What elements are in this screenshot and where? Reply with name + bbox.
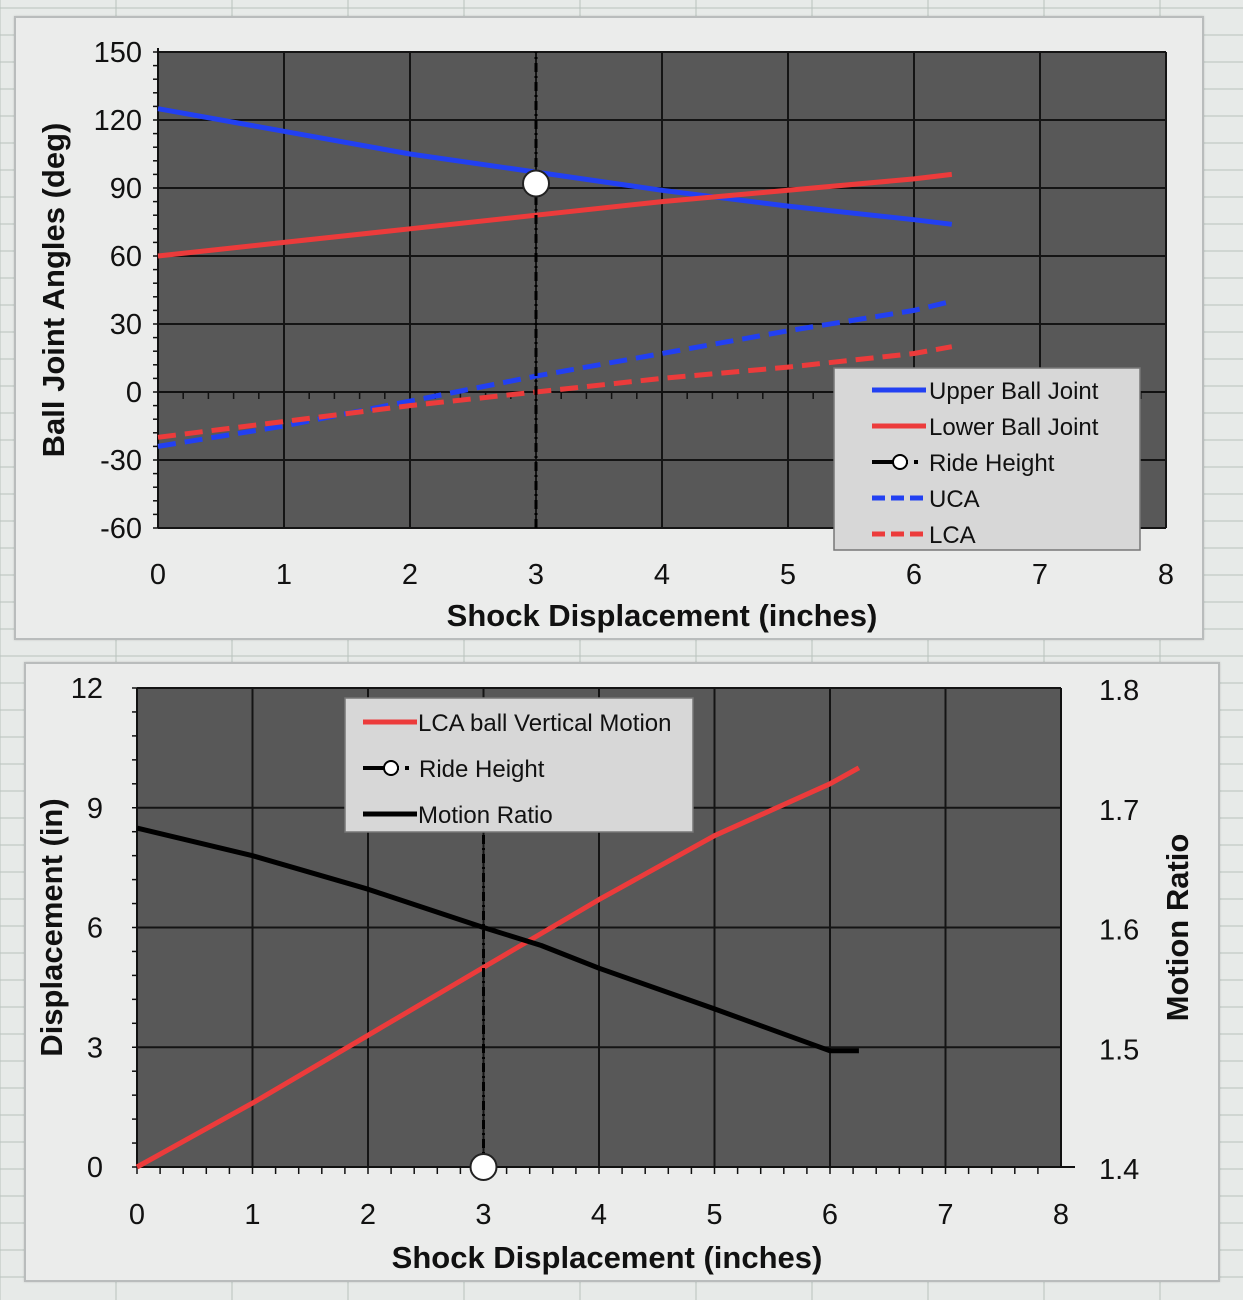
- x-tick-label: 2: [402, 559, 418, 591]
- lca-ball-vertical-motion-line: [135, 765, 861, 1170]
- x-tick-label: 0: [150, 559, 166, 591]
- x-tick-label: 4: [654, 559, 670, 591]
- legend-swatch-marker: [892, 454, 908, 470]
- y-tick-label: 30: [110, 309, 142, 341]
- legend-swatch-dot: [405, 766, 409, 770]
- legend-label: UCA: [929, 486, 980, 513]
- x-tick-label: 0: [129, 1199, 145, 1231]
- legend-box: [833, 367, 1141, 551]
- x-tick-label: 3: [475, 1199, 491, 1231]
- series-group: [157, 52, 953, 528]
- legend-label: Lower Ball Joint: [929, 414, 1099, 441]
- x-tick-label: 3: [528, 559, 544, 591]
- x-tick-label: 8: [1053, 1199, 1069, 1231]
- y-axis-title: Displacement (in): [34, 798, 69, 1056]
- x-tick-label: 2: [360, 1199, 376, 1231]
- x-tick-label: 5: [706, 1199, 722, 1231]
- x-tick-label: 8: [1158, 559, 1174, 591]
- y-tick-label: 120: [94, 105, 142, 137]
- uca-line: [157, 298, 953, 449]
- y-tick-label: 60: [110, 241, 142, 273]
- ball-joint-angles-chart-panel: 150 120 90 60 30 0 -30 -60 0 1 2 3 4 5 6 7 8 Shock Displa…: [14, 16, 1204, 640]
- y2-tick-label: 1.7: [1099, 795, 1139, 827]
- legend-label: Ride Height: [929, 450, 1055, 477]
- y-tick-label: -30: [100, 445, 142, 477]
- y-tick-label: 90: [110, 173, 142, 205]
- x-tick-label: 6: [906, 559, 922, 591]
- y-tick-label: 150: [94, 37, 142, 69]
- x-tick-label: 4: [591, 1199, 607, 1231]
- x-tick-label: 5: [780, 559, 796, 591]
- y-tick-label: 0: [87, 1152, 103, 1184]
- x-axis-title: Shock Displacement (inches): [447, 598, 878, 633]
- ride-height-marker: [469, 1153, 498, 1181]
- legend-label: Ride Height: [419, 756, 545, 783]
- y2-tick-label: 1.5: [1099, 1034, 1139, 1066]
- x-axis-title: Shock Displacement (inches): [392, 1240, 823, 1275]
- y-tick-label: 9: [87, 793, 103, 825]
- legend-label: Motion Ratio: [418, 802, 553, 829]
- lca-line: [157, 344, 953, 440]
- x-tick-label: 7: [937, 1199, 953, 1231]
- y-tick-label: 3: [87, 1032, 103, 1064]
- legend: Upper Ball Joint Lower Ball Joint Ride Hei…: [833, 367, 1141, 551]
- legend-swatch-dot: [914, 460, 918, 464]
- y-tick-label: 12: [71, 673, 103, 705]
- y-tick-label: -60: [100, 513, 142, 545]
- y2-tick-label: 1.4: [1099, 1154, 1139, 1186]
- legend-swatch-marker: [383, 760, 399, 776]
- legend-label: LCA ball Vertical Motion: [418, 710, 671, 737]
- lower-ball-joint-line: [157, 171, 953, 259]
- y2-tick-label: 1.6: [1099, 915, 1139, 947]
- x-tick-label: 7: [1032, 559, 1048, 591]
- y-tick-label: 6: [87, 913, 103, 945]
- series-group: [135, 765, 861, 1181]
- x-tick-label: 1: [276, 559, 292, 591]
- legend-label: Upper Ball Joint: [929, 378, 1099, 405]
- y2-tick-label: 1.8: [1099, 675, 1139, 707]
- x-tick-label: 1: [244, 1199, 260, 1231]
- y-tick-label: 0: [126, 377, 142, 409]
- displacement-motion-ratio-chart-panel: 12 9 6 3 0 1.8 1.7 1.6 1.5 1.4 0 1 2 3 4 5 6 7 8 Shock Disp…: [24, 662, 1220, 1282]
- y-axis-title: Ball Joint Angles (deg): [36, 123, 71, 458]
- legend-label: LCA: [929, 522, 976, 549]
- motion-ratio-line: [136, 825, 859, 1054]
- ride-height-marker: [522, 169, 550, 198]
- y2-axis-title: Motion Ratio: [1160, 834, 1195, 1022]
- legend: LCA ball Vertical Motion Ride Height Motio…: [344, 697, 694, 833]
- x-tick-label: 6: [822, 1199, 838, 1231]
- upper-ball-joint-line: [157, 106, 953, 227]
